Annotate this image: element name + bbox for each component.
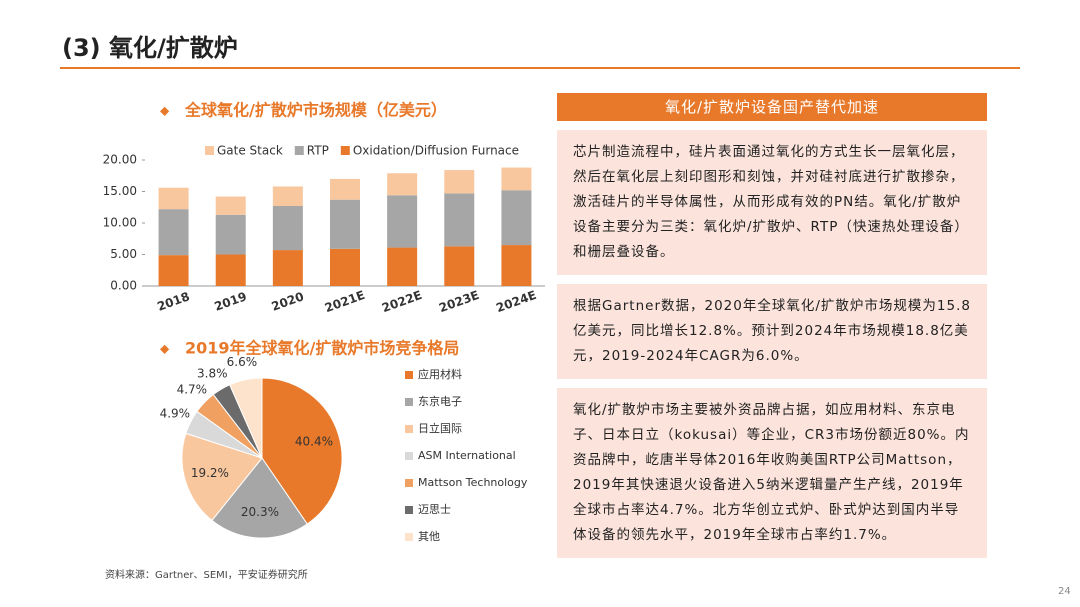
y-tick-label: 0.00 bbox=[110, 279, 137, 293]
bar-segment bbox=[501, 190, 532, 246]
legend-swatch bbox=[405, 479, 413, 487]
bar-segment bbox=[215, 214, 246, 255]
pie-slice bbox=[181, 432, 263, 522]
legend-label: Oxidation/Diffusion Furnace bbox=[353, 144, 519, 158]
x-tick-label: 2024E bbox=[494, 288, 538, 315]
page-title: (3) 氧化/扩散炉 bbox=[62, 34, 238, 62]
y-tick-label: 20.00 bbox=[103, 153, 137, 167]
panel-text: 芯片制造流程中，硅片表面通过氧化的方式生长一层氧化层，然后在氧化层上刻印图形和刻… bbox=[557, 130, 987, 275]
bar-segment bbox=[444, 170, 475, 194]
page-number: 24 bbox=[1058, 586, 1071, 597]
pie-slice bbox=[229, 377, 263, 459]
pie-slice bbox=[211, 457, 308, 539]
bar-segment bbox=[501, 167, 532, 191]
bar-segment bbox=[215, 254, 246, 286]
data-label: 4.9% bbox=[160, 407, 191, 421]
legend-label: 应用材料 bbox=[418, 367, 462, 381]
bullet: ◆ bbox=[160, 342, 170, 356]
data-label: 20.3% bbox=[241, 505, 279, 519]
legend-label: 迈思士 bbox=[418, 503, 451, 516]
x-tick-label: 2023E bbox=[437, 288, 481, 315]
y-tick-label: 15.00 bbox=[103, 184, 137, 198]
legend-swatch bbox=[405, 533, 413, 541]
bar-segment bbox=[272, 205, 303, 251]
legend-label: Mattson Technology bbox=[418, 476, 528, 489]
legend-swatch bbox=[405, 371, 413, 379]
bar-segment bbox=[330, 178, 360, 200]
y-tick-label: 10.00 bbox=[103, 216, 137, 230]
x-tick-label: 2021E bbox=[323, 288, 367, 315]
data-label: 3.8% bbox=[197, 367, 228, 381]
x-tick-label: 2018 bbox=[155, 289, 191, 314]
x-tick-label: 2022E bbox=[380, 288, 424, 315]
bar-segment bbox=[330, 248, 360, 286]
bar-segment bbox=[158, 255, 189, 286]
legend-label: RTP bbox=[307, 144, 329, 158]
legend-label: Gate Stack bbox=[217, 144, 283, 158]
legend-swatch bbox=[205, 146, 214, 155]
legend-swatch bbox=[405, 398, 413, 406]
legend-swatch bbox=[405, 452, 413, 460]
legend-label: 日立国际 bbox=[418, 421, 462, 435]
bar-segment bbox=[158, 209, 189, 256]
legend-swatch bbox=[340, 146, 350, 155]
panel-title: 氧化/扩散炉设备国产替代加速 bbox=[557, 93, 987, 121]
legend-swatch bbox=[405, 425, 413, 433]
chart-title: 2019年全球氧化/扩散炉市场竞争格局 bbox=[185, 339, 459, 358]
bar-segment bbox=[501, 245, 532, 286]
bar-segment bbox=[387, 247, 418, 286]
panel-text: 根据Gartner数据，2020年全球氧化/扩散炉市场规模为15.8亿美元，同比… bbox=[557, 284, 987, 379]
x-tick-label: 2019 bbox=[212, 289, 248, 314]
legend-swatch bbox=[405, 506, 413, 514]
legend-label: 其他 bbox=[418, 530, 440, 543]
bar-segment bbox=[330, 199, 360, 249]
bar-segment bbox=[387, 173, 418, 196]
bar-segment bbox=[272, 186, 303, 206]
bullet: ◆ bbox=[160, 104, 170, 118]
bar-segment bbox=[272, 250, 303, 286]
y-tick-label: 5.00 bbox=[110, 247, 137, 261]
legend-label: 东京电子 bbox=[418, 394, 462, 408]
data-label: 19.2% bbox=[191, 466, 229, 480]
source: 资料来源：Gartner、SEMI，平安证券研究所 bbox=[105, 570, 308, 581]
data-label: 4.7% bbox=[177, 383, 208, 397]
bar-segment bbox=[215, 196, 246, 215]
panel-text: 氧化/扩散炉市场主要被外资品牌占据，如应用材料、东京电子、日本日立（kokusa… bbox=[557, 388, 987, 558]
bar-segment bbox=[387, 195, 418, 248]
data-label: 40.4% bbox=[295, 434, 333, 448]
bar-segment bbox=[158, 187, 189, 210]
x-tick-label: 2020 bbox=[270, 289, 306, 314]
chart-title: 全球氧化/扩散炉市场规模（亿美元） bbox=[184, 101, 447, 120]
bar-segment bbox=[444, 193, 475, 247]
legend-swatch bbox=[294, 146, 304, 155]
bar-segment bbox=[444, 246, 475, 286]
pie-slice bbox=[261, 377, 343, 525]
panel: 芯片制造流程中，硅片表面通过氧化的方式生长一层氧化层，然后在氧化层上刻印图形和刻… bbox=[557, 130, 987, 558]
data-label: 6.6% bbox=[227, 355, 258, 369]
legend-label: ASM International bbox=[418, 449, 516, 462]
